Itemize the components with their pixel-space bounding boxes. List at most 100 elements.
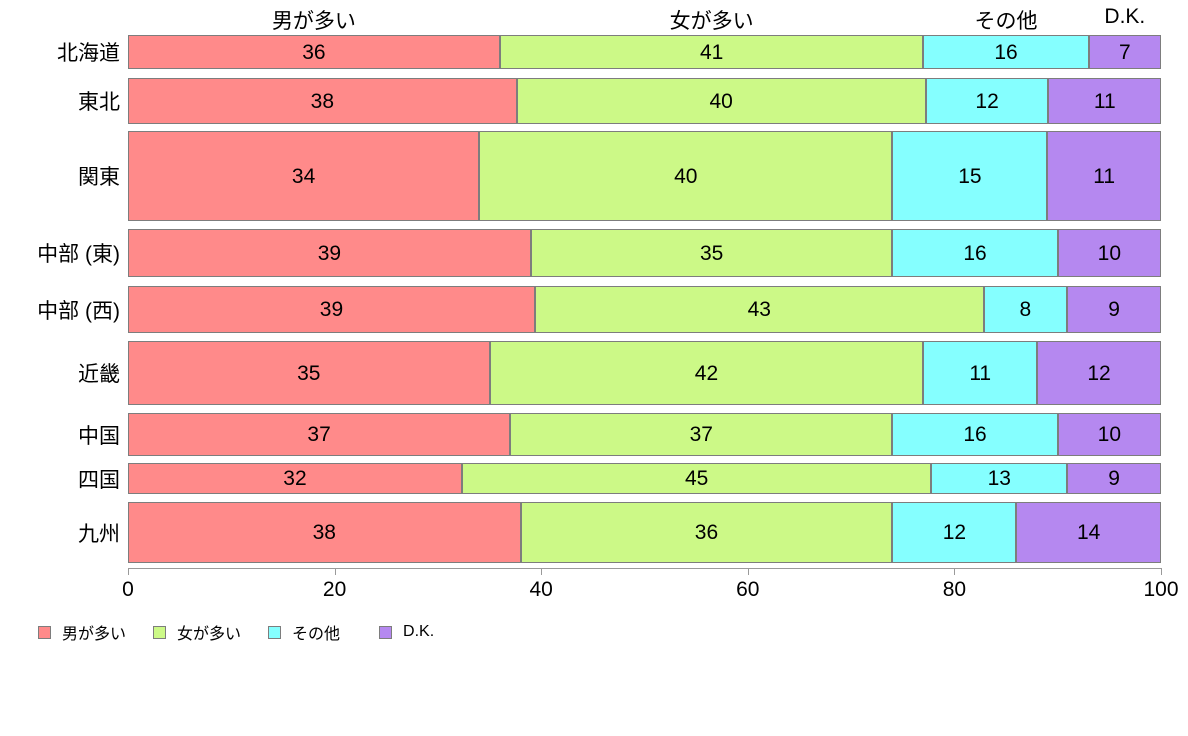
region-label-kinki: 近畿 [78, 363, 120, 386]
segment-women-more: 35 [530, 229, 893, 277]
segment-other: 15 [892, 131, 1048, 221]
segment-value: 12 [942, 521, 967, 544]
bar-row-kinki: 近畿 35 42 11 12 [0, 341, 1188, 405]
segment-dk: 11 [1048, 78, 1161, 124]
bar-row-shikoku: 四国 32 45 13 9 [0, 463, 1188, 494]
x-axis-tick-0 [128, 568, 129, 575]
segment-value: 34 [291, 164, 316, 188]
segment-value: 36 [694, 521, 719, 544]
segment-value: 45 [684, 467, 709, 490]
segment-value: 12 [975, 89, 999, 113]
segment-other: 11 [923, 341, 1038, 405]
legend-swatch-men-more [38, 625, 51, 639]
legend-label-other: その他 [292, 626, 341, 643]
segment-men-more: 34 [128, 131, 480, 221]
segment-men-more: 35 [128, 341, 490, 405]
segment-women-more: 37 [510, 413, 893, 456]
segment-dk: 10 [1057, 413, 1161, 456]
legend-label-men-more: 男が多い [62, 626, 127, 643]
segment-value: 15 [958, 164, 982, 188]
bar-segments: 32 45 13 9 [128, 463, 1161, 494]
segment-women-more: 43 [534, 286, 984, 333]
column-header-men-more: 男が多い [271, 10, 356, 33]
bar-segments: 38 40 12 11 [128, 78, 1161, 124]
segment-value: 13 [987, 467, 1011, 490]
region-label-chubu-west: 中部 (西) [37, 299, 120, 323]
segment-value: 42 [694, 361, 719, 385]
segment-value: 32 [283, 467, 307, 490]
legend: 男が多い 女が多い その他 D.K. [38, 620, 461, 644]
segment-value: 11 [1093, 164, 1116, 188]
segment-dk: 11 [1047, 131, 1161, 221]
bar-row-chugoku: 中国 37 37 16 10 [0, 413, 1188, 456]
bar-segments: 39 43 8 9 [128, 286, 1161, 333]
legend-swatch-women-more [153, 625, 167, 639]
segment-value: 40 [674, 164, 698, 188]
x-axis-tick-label-60: 60 [736, 578, 760, 601]
segment-value: 36 [302, 40, 326, 64]
legend-label-women-more: 女が多い [177, 626, 242, 643]
legend-item-other: その他 [268, 620, 340, 644]
segment-other: 8 [983, 286, 1068, 333]
x-axis-tick-label-80: 80 [942, 578, 967, 601]
bar-segments: 34 40 15 11 [128, 131, 1161, 221]
segment-women-more: 45 [461, 463, 932, 494]
bar-segments: 35 42 11 12 [128, 341, 1161, 405]
segment-value: 8 [1019, 298, 1032, 321]
bar-segments: 38 36 12 14 [128, 502, 1161, 563]
segment-value: 39 [319, 298, 344, 321]
segment-women-more: 36 [520, 502, 893, 563]
segment-men-more: 39 [128, 286, 535, 333]
segment-value: 37 [307, 423, 331, 446]
x-axis-tick-100 [1161, 568, 1162, 575]
segment-other: 12 [925, 78, 1049, 124]
x-axis-tick-label-20: 20 [322, 578, 347, 601]
column-header-other: その他 [974, 10, 1038, 33]
bar-row-chubu-west: 中部 (西) 39 43 8 9 [0, 286, 1188, 333]
segment-women-more: 41 [499, 35, 924, 69]
segment-value: 16 [963, 423, 987, 446]
segment-dk: 9 [1067, 286, 1161, 333]
segment-value: 9 [1108, 467, 1120, 490]
region-label-kyushu: 九州 [78, 522, 120, 546]
segment-women-more: 40 [516, 78, 926, 124]
segment-value: 7 [1118, 40, 1131, 64]
segment-value: 37 [689, 423, 713, 446]
bar-row-hokkaido: 北海道 36 41 16 7 [0, 35, 1188, 69]
x-axis-line [128, 568, 1161, 569]
segment-value: 10 [1097, 241, 1122, 265]
legend-swatch-dk [379, 625, 393, 639]
segment-value: 35 [699, 241, 724, 265]
segment-dk: 10 [1057, 229, 1161, 277]
segment-value: 39 [317, 241, 342, 265]
segment-value: 40 [709, 89, 733, 113]
segment-other: 16 [892, 413, 1058, 456]
segment-dk: 7 [1088, 35, 1161, 69]
x-axis-tick-label-100: 100 [1143, 578, 1179, 601]
segment-women-more: 42 [489, 341, 924, 405]
region-label-kanto: 関東 [78, 166, 120, 189]
segment-men-more: 39 [128, 229, 531, 277]
segment-value: 11 [1093, 89, 1116, 113]
x-axis-tick-80 [954, 568, 956, 575]
segment-men-more: 38 [128, 502, 521, 563]
region-label-hokkaido: 北海道 [57, 42, 120, 65]
segment-value: 16 [963, 241, 987, 265]
column-header-women-more: 女が多い [669, 10, 754, 33]
bar-row-kyushu: 九州 38 36 12 14 [0, 502, 1188, 563]
bar-row-kanto: 関東 34 40 15 11 [0, 131, 1188, 221]
bar-row-tohoku: 東北 38 40 12 11 [0, 78, 1188, 124]
segment-women-more: 40 [479, 131, 893, 221]
x-axis-tick-60 [747, 568, 749, 575]
segment-value: 16 [994, 40, 1018, 64]
legend-item-dk: D.K. [379, 623, 434, 641]
x-axis-tick-40 [541, 568, 543, 575]
segment-dk: 9 [1067, 463, 1161, 494]
column-header-dk: D.K. [1104, 5, 1146, 28]
region-label-tohoku: 東北 [78, 91, 120, 114]
segment-value: 12 [1087, 361, 1111, 385]
segment-value: 14 [1077, 521, 1101, 544]
bar-row-chubu-east: 中部 (東) 39 35 16 10 [0, 229, 1188, 277]
legend-item-women-more: 女が多い [153, 620, 241, 644]
region-label-chugoku: 中国 [78, 424, 120, 448]
